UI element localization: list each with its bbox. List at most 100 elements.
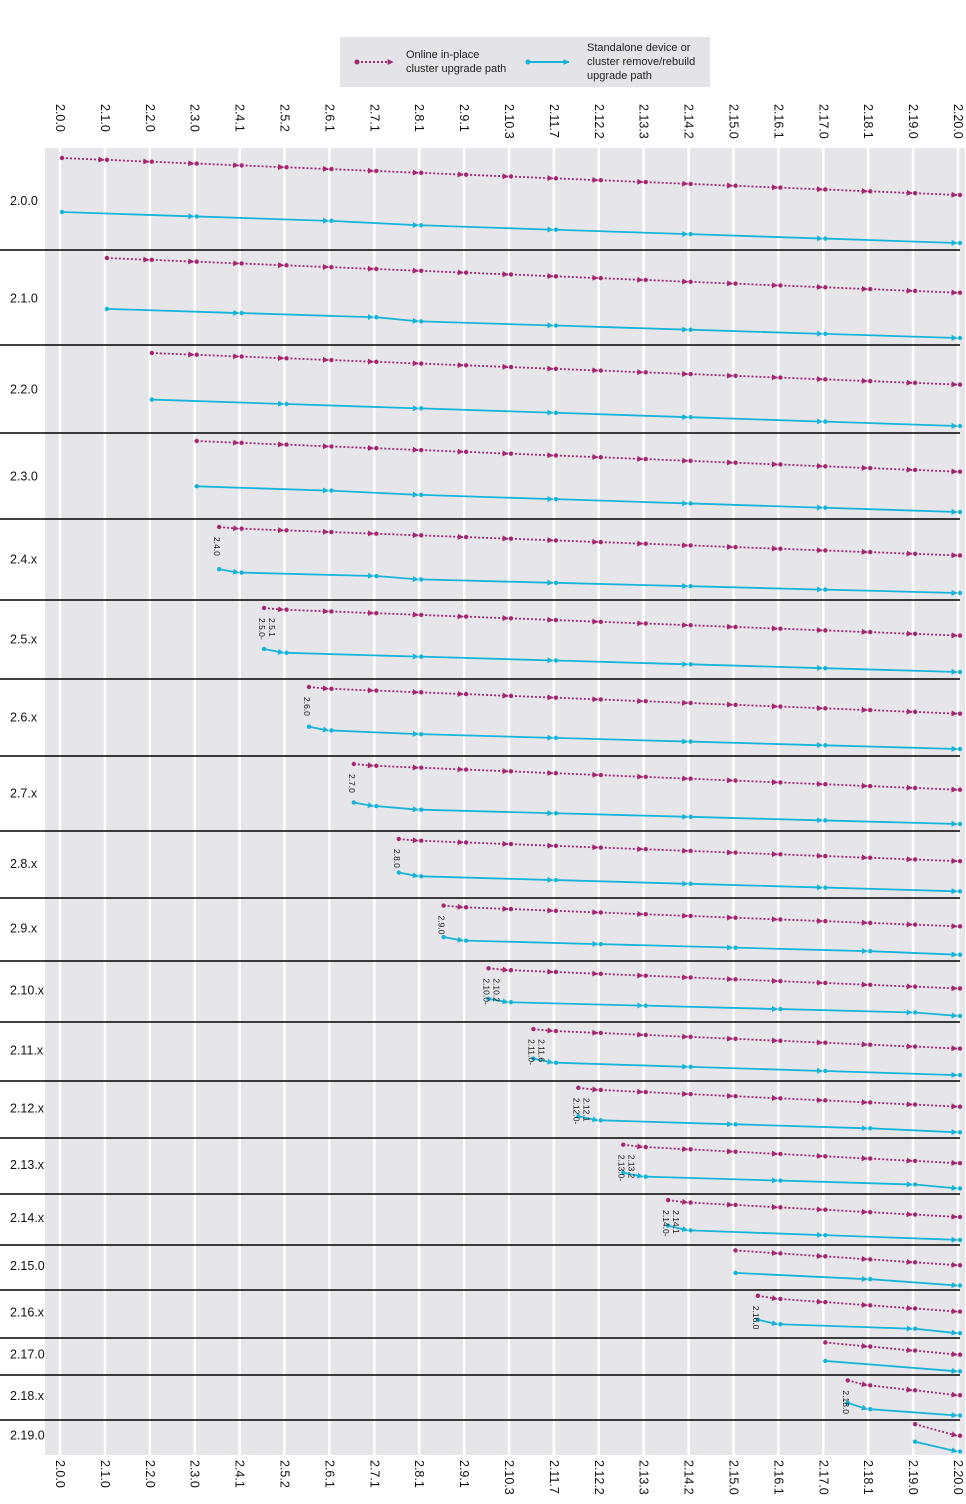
inplace-path-segment bbox=[376, 689, 419, 696]
legend-inplace-label-line2: cluster upgrade path bbox=[406, 63, 506, 75]
standalone-path-segment bbox=[870, 1127, 958, 1136]
start-version-note: 2.18.0 bbox=[841, 1390, 851, 1414]
inplace-path-segment bbox=[780, 284, 823, 291]
inplace-path-node bbox=[733, 702, 738, 707]
inplace-path-segment bbox=[555, 771, 599, 778]
inplace-path-segment bbox=[915, 1349, 958, 1358]
row-label: 2.16.x bbox=[10, 1305, 45, 1319]
standalone-path-node bbox=[194, 214, 199, 219]
inplace-path-end-node bbox=[957, 1393, 963, 1398]
start-version-note: 2.9.0 bbox=[437, 916, 447, 935]
inplace-path-segment bbox=[376, 360, 419, 367]
inplace-path-node bbox=[733, 1094, 738, 1099]
inplace-path-node bbox=[733, 373, 738, 379]
standalone-path-node bbox=[419, 406, 424, 411]
standalone-path-segment bbox=[735, 1123, 868, 1132]
top-version-label: 2.7.1 bbox=[367, 104, 381, 132]
inplace-path-node bbox=[419, 612, 424, 618]
inplace-path-segment bbox=[241, 355, 285, 362]
inplace-path-segment bbox=[870, 708, 913, 715]
inplace-path-segment bbox=[241, 262, 285, 269]
start-version-note: 2.4.0 bbox=[212, 537, 222, 556]
inplace-path-segment bbox=[376, 611, 419, 618]
standalone-path-node bbox=[553, 877, 559, 883]
inplace-path-segment bbox=[735, 1095, 778, 1102]
inplace-path-segment bbox=[690, 1201, 734, 1208]
standalone-path-segment bbox=[690, 815, 823, 824]
inplace-path-node bbox=[329, 686, 334, 691]
inplace-path-node bbox=[351, 761, 357, 767]
inplace-path-segment bbox=[353, 762, 374, 769]
standalone-path-node bbox=[823, 818, 828, 823]
legend-standalone-dot bbox=[525, 59, 531, 65]
top-version-label: 2.18.1 bbox=[861, 104, 875, 139]
inplace-path-node bbox=[419, 170, 424, 175]
inplace-path-segment bbox=[421, 613, 464, 620]
inplace-path-segment bbox=[915, 632, 958, 639]
inplace-path-node bbox=[778, 978, 783, 984]
standalone-path-node bbox=[104, 306, 110, 312]
top-version-axis: 2.0.0 2.1.0 2.2.0 2.3.0 2.4.1 2.5.2 2.6.1 2.7.1… bbox=[53, 104, 965, 139]
inplace-path-node bbox=[598, 971, 603, 977]
inplace-path-segment bbox=[331, 265, 374, 272]
inplace-path-segment bbox=[555, 909, 599, 916]
inplace-path-node bbox=[643, 1144, 648, 1150]
row-label: 2.19.0 bbox=[10, 1428, 45, 1442]
inplace-path-segment bbox=[331, 167, 374, 174]
inplace-path-segment bbox=[645, 180, 689, 187]
inplace-path-segment bbox=[645, 1033, 689, 1040]
inplace-path-node bbox=[868, 1257, 873, 1262]
standalone-path-segment bbox=[600, 943, 734, 951]
inplace-path-node bbox=[823, 706, 828, 711]
inplace-path-node bbox=[868, 1100, 873, 1105]
inplace-path-node bbox=[261, 605, 267, 611]
inplace-path-segment bbox=[398, 837, 419, 844]
standalone-path-segment bbox=[466, 939, 599, 947]
inplace-path-node bbox=[733, 460, 738, 465]
bottom-version-label: 2.12.2 bbox=[592, 1460, 606, 1495]
inplace-path-node bbox=[912, 857, 918, 862]
inplace-path-end-node bbox=[957, 192, 963, 198]
inplace-path-segment bbox=[555, 274, 599, 281]
inplace-path-segment bbox=[555, 367, 599, 374]
standalone-path-node bbox=[868, 1277, 873, 1282]
inplace-path-node bbox=[778, 852, 783, 857]
bottom-version-label: 2.5.2 bbox=[278, 1460, 292, 1488]
inplace-path-node bbox=[912, 551, 918, 556]
row-label: 2.0.0 bbox=[10, 194, 38, 208]
start-version-note: 2.6.0 bbox=[302, 697, 312, 716]
inplace-path-node bbox=[755, 1293, 761, 1298]
standalone-path-node bbox=[868, 948, 873, 954]
inplace-path-node bbox=[329, 357, 334, 363]
standalone-path-segment bbox=[286, 403, 419, 412]
standalone-path-end-node bbox=[957, 1331, 963, 1336]
inplace-path-node bbox=[508, 693, 514, 699]
inplace-path-node bbox=[598, 1030, 603, 1036]
inplace-path-node bbox=[868, 378, 873, 384]
inplace-path-segment bbox=[151, 258, 195, 265]
standalone-path-node bbox=[306, 724, 312, 729]
standalone-path-node bbox=[419, 577, 424, 582]
standalone-path-node bbox=[374, 573, 379, 579]
inplace-path-end-node bbox=[957, 290, 963, 295]
inplace-path-end-node bbox=[957, 1352, 963, 1357]
inplace-path-node bbox=[419, 690, 424, 695]
row-label: 2.5.x bbox=[10, 632, 38, 646]
inplace-path-segment bbox=[690, 777, 734, 784]
inplace-path-node bbox=[374, 266, 379, 272]
row-label: 2.7.x bbox=[10, 786, 38, 800]
top-version-label: 2.1.0 bbox=[98, 104, 112, 132]
inplace-path-node bbox=[868, 855, 873, 860]
standalone-path-node bbox=[419, 654, 424, 659]
inplace-path-node bbox=[239, 354, 244, 359]
inplace-path-node bbox=[778, 626, 783, 631]
standalone-path-segment bbox=[421, 808, 554, 817]
inplace-path-segment bbox=[690, 1148, 734, 1155]
inplace-path-node bbox=[149, 257, 154, 263]
standalone-path-segment bbox=[757, 1318, 778, 1326]
inplace-path-node bbox=[912, 1044, 918, 1049]
top-version-label: 2.20.0 bbox=[951, 104, 965, 139]
standalone-path-node bbox=[643, 1003, 648, 1008]
standalone-path-segment bbox=[915, 1011, 958, 1019]
standalone-path-node bbox=[553, 410, 559, 415]
